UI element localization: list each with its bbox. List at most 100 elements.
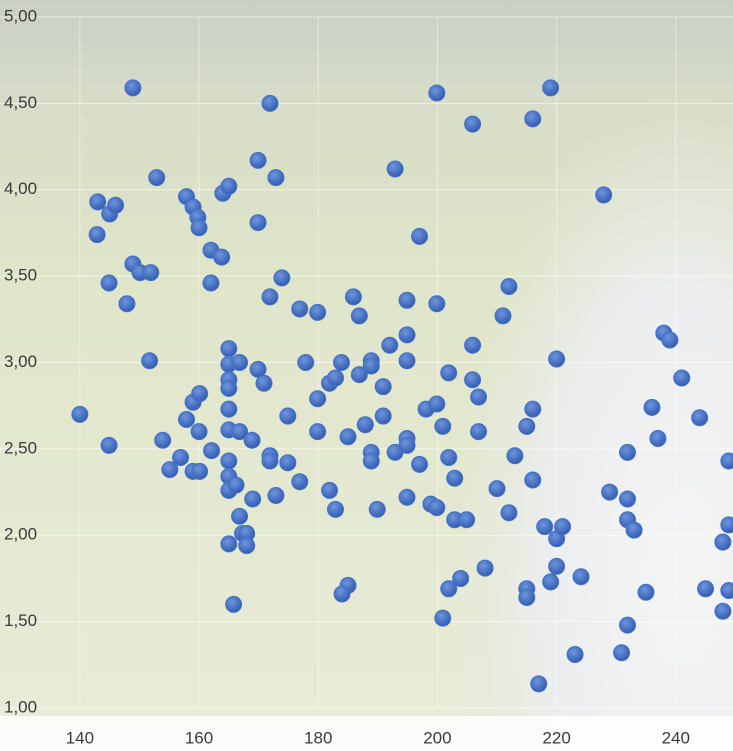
point [549,558,565,574]
point [453,570,469,586]
point [626,522,642,538]
y-tick-label: 4,50 [4,93,37,112]
point [204,443,220,459]
point [435,418,451,434]
point [375,379,391,395]
point [262,289,278,305]
point [192,386,208,402]
point [179,412,195,428]
point [191,424,207,440]
point [435,610,451,626]
point [721,583,733,599]
point [465,116,481,132]
point [543,574,559,590]
point [357,417,373,433]
x-tick-label: 160 [185,728,213,747]
point [412,228,428,244]
point [310,304,326,320]
point [549,351,565,367]
point [292,301,308,317]
y-tick-label: 2,50 [4,438,37,457]
point [674,370,690,386]
point [203,275,219,291]
point [221,453,237,469]
point [698,581,714,597]
point [221,380,237,396]
point [525,111,541,127]
point [89,227,105,243]
point [280,455,296,471]
point [363,358,379,374]
point [101,275,117,291]
point [143,265,159,281]
point [310,424,326,440]
point [399,327,415,343]
point [471,389,487,405]
x-tick-label: 180 [304,728,332,747]
y-tick-label: 5,00 [4,6,37,25]
point [620,617,636,633]
point [369,501,385,517]
point [149,170,165,186]
point [214,249,230,265]
point [322,482,338,498]
y-tick-label: 1,00 [4,697,37,716]
point [721,517,733,533]
point [232,355,248,371]
point [387,161,403,177]
point [519,589,535,605]
chart: 1,00 1,50 2,00 2,50 3,00 3,50 4,00 4,50 5,00 140 1… [0,0,733,751]
point [387,444,403,460]
x-tick-label: 200 [423,728,451,747]
point [226,596,242,612]
y-tick-label: 1,50 [4,611,37,630]
point [412,456,428,472]
point [232,508,248,524]
point [334,586,350,602]
point [429,396,445,412]
y-tick-label: 4,00 [4,179,37,198]
point [101,437,117,453]
x-tick-label: 140 [66,728,94,747]
point [495,308,511,324]
point [228,477,244,493]
y-tick-label: 2,00 [4,525,37,544]
point [173,450,189,466]
point [429,500,445,516]
point [399,353,415,369]
point [268,488,284,504]
point [543,80,559,96]
y-tick-label: 3,50 [4,266,37,285]
point [715,534,731,550]
x-tick-label: 220 [542,728,570,747]
point [489,481,505,497]
point [620,491,636,507]
point [602,484,618,500]
point [644,399,660,415]
point [638,584,654,600]
point [531,676,547,692]
point [333,355,349,371]
point [268,170,284,186]
point [501,278,517,294]
point [525,401,541,417]
point [245,491,261,507]
point [125,80,141,96]
point [399,292,415,308]
point [715,603,731,619]
y-tick-label: 3,00 [4,352,37,371]
point [192,463,208,479]
point [274,270,290,286]
point [262,453,278,469]
point [721,453,733,469]
point [375,408,391,424]
point [447,470,463,486]
point [477,560,493,576]
point [507,448,523,464]
point [239,538,255,554]
point [620,444,636,460]
point [191,220,207,236]
point [399,489,415,505]
point [250,152,266,168]
point [382,337,398,353]
